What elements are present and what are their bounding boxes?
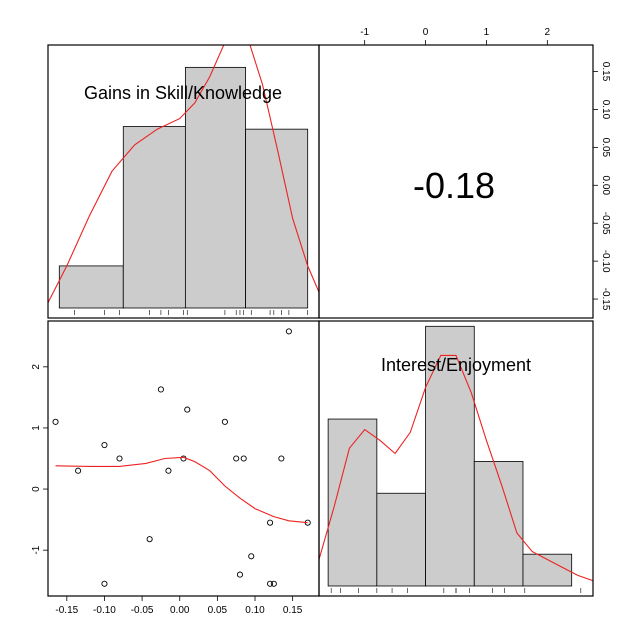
right-tick-label: 0.05 <box>600 138 611 158</box>
panel-frame-br <box>318 320 594 597</box>
scatter-point <box>75 467 82 474</box>
axes: -0.15 -0.10 -0.05 0.00 0.05 0.10 0.15 -1 0 1 2 -1 0 1… <box>31 27 611 616</box>
top-tick-label: -1 <box>360 27 369 38</box>
scatter-point <box>116 455 123 462</box>
scatter-point <box>278 455 285 462</box>
label-var2: Interest/Enjoyment <box>381 355 531 375</box>
histogram-bar <box>245 128 309 309</box>
panel-histogram-var1 <box>48 45 319 315</box>
correlation-value: -0.18 <box>413 165 495 206</box>
scatter-point <box>101 442 108 449</box>
scatter-point <box>236 571 244 578</box>
histogram-bar <box>58 265 124 309</box>
right-tick-label: 0.10 <box>600 100 611 120</box>
scatter-point <box>157 386 164 393</box>
x-tick-label: -0.05 <box>131 605 154 616</box>
left-tick-label: -1 <box>31 545 42 554</box>
scatter-point <box>270 580 277 587</box>
panel-histogram-var2 <box>319 325 593 593</box>
left-tick-label: 1 <box>31 425 42 431</box>
scatter-point <box>52 418 59 425</box>
scatter-point <box>267 580 274 587</box>
smooth-line <box>55 456 308 524</box>
histogram-bar <box>473 461 524 587</box>
histogram-bar <box>122 126 186 309</box>
x-tick-label: -0.15 <box>55 605 78 616</box>
panel-frame-tr <box>318 44 594 319</box>
right-tick-label: -0.15 <box>600 288 611 311</box>
density-curve <box>48 45 319 303</box>
top-tick-label: 2 <box>545 27 551 38</box>
top-tick-label: 0 <box>423 27 429 38</box>
x-tick-label: 0.05 <box>208 605 228 616</box>
right-tick-label: 0.00 <box>600 176 611 196</box>
histogram-bar <box>327 418 378 587</box>
panel-scatter <box>52 328 311 587</box>
x-tick-label: 0.15 <box>283 605 303 616</box>
scatter-point <box>165 467 172 474</box>
scatter-point <box>267 519 274 526</box>
histogram-bar <box>184 66 247 309</box>
density-curve <box>319 354 593 582</box>
scatter-point <box>221 418 228 425</box>
scatter-point <box>248 553 255 560</box>
right-tick-label: -0.05 <box>600 212 611 235</box>
scatter-point <box>101 580 108 587</box>
scatter-point <box>240 455 247 462</box>
scatter-point <box>233 455 240 462</box>
x-tick-label: 0.00 <box>170 605 190 616</box>
right-tick-label: -0.10 <box>600 250 611 273</box>
scatter-point <box>184 406 191 413</box>
top-tick-label: 1 <box>484 27 490 38</box>
x-tick-label: -0.10 <box>93 605 116 616</box>
right-tick-label: 0.15 <box>600 62 611 82</box>
scatter-point <box>285 328 292 335</box>
histogram-bar <box>376 492 426 587</box>
x-tick-label: 0.10 <box>245 605 265 616</box>
label-var1: Gains in Skill/Knowledge <box>84 83 282 103</box>
scatter-point <box>146 536 153 543</box>
left-tick-label: 2 <box>31 364 42 370</box>
left-tick-label: 0 <box>31 486 42 492</box>
